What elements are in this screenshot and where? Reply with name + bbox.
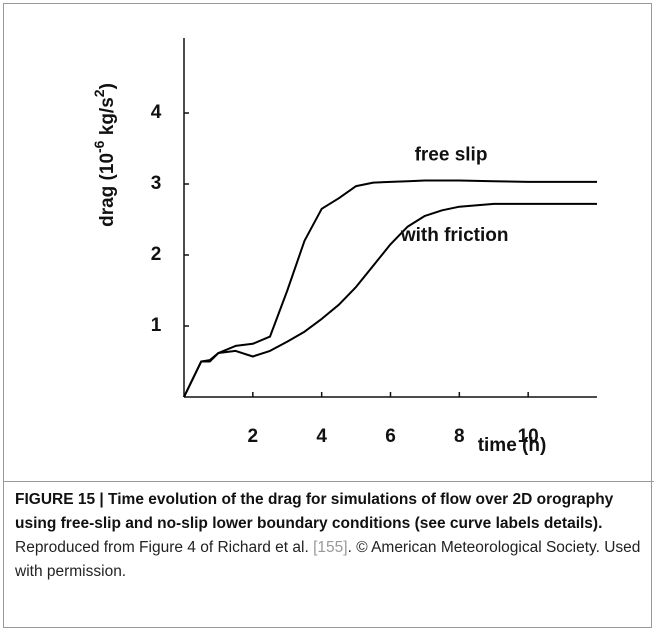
y-label-part: -6 [91,140,107,153]
caption-bold: FIGURE 15 | Time evolution of the drag f… [15,491,614,532]
y-tick-label: 2 [151,244,162,265]
y-tick-label: 3 [151,173,162,194]
x-tick-label: 4 [316,426,327,447]
line-series [183,202,597,398]
y-tick-label: 1 [151,315,162,336]
x-axis-label: time (h) [478,435,547,456]
caption-tail: . © American Meteorological Society. Use… [15,539,641,580]
caption-ref: [155] [313,539,348,556]
y-label-part: 2 [91,89,107,97]
y-label-part: drag (10 [97,153,118,227]
x-tick-label: 10 [518,426,539,447]
series-label: free slip [415,145,488,166]
caption: FIGURE 15 | Time evolution of the drag f… [15,488,645,584]
x-tick-label: 6 [385,426,396,447]
series-label: with friction [400,225,509,246]
y-label-part: ) [97,83,118,89]
line-series [183,179,597,398]
y-axis-label: drag (10-6 kg/s2) [91,83,118,227]
y-tick-label: 4 [151,102,162,123]
caption-text: Reproduced from Figure 4 of Richard et a… [15,539,314,556]
separator [3,481,654,482]
x-tick-label: 8 [454,426,465,447]
x-tick-label: 2 [248,426,259,447]
y-label-part: kg/s [97,97,118,140]
frame [3,3,652,628]
